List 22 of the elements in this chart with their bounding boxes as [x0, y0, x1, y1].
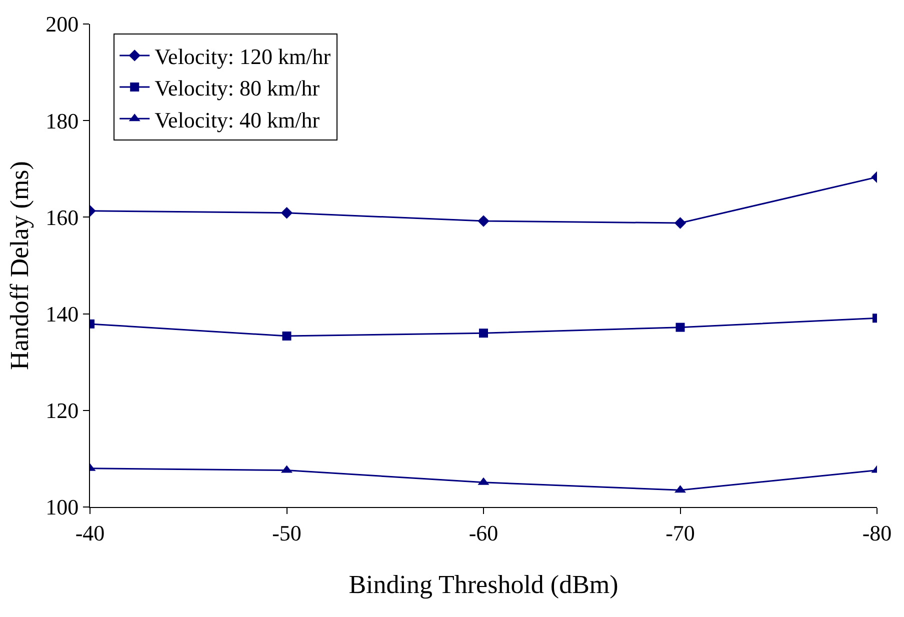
- y-tick-label: 120: [46, 398, 79, 424]
- x-tick-label: -70: [666, 520, 695, 546]
- y-tick-label: 180: [46, 108, 79, 134]
- point: [676, 322, 685, 332]
- point: [478, 215, 490, 227]
- point: [479, 328, 488, 338]
- x-axis-title: Binding Threshold (dBm): [348, 570, 618, 600]
- x-tick-label: -40: [75, 520, 105, 546]
- x-tick-label: -80: [862, 520, 892, 546]
- legend-label: Velocity: 120 km/hr: [154, 44, 332, 70]
- point: [282, 332, 292, 341]
- y-tick-label: 140: [46, 302, 79, 326]
- point: [674, 217, 686, 229]
- x-tick-label: -60: [468, 520, 498, 546]
- y-axis-title: Handoff Delay (ms): [5, 161, 34, 370]
- legend-label: Velocity: 80 km/hr: [154, 76, 320, 101]
- y-tick-label: 200: [46, 12, 79, 37]
- point: [280, 207, 293, 219]
- y-tick-label: 160: [46, 204, 79, 230]
- legend-label: Velocity: 40 km/hr: [154, 107, 320, 132]
- y-tick-label: 100: [46, 494, 79, 520]
- x-tick-label: -50: [272, 520, 302, 546]
